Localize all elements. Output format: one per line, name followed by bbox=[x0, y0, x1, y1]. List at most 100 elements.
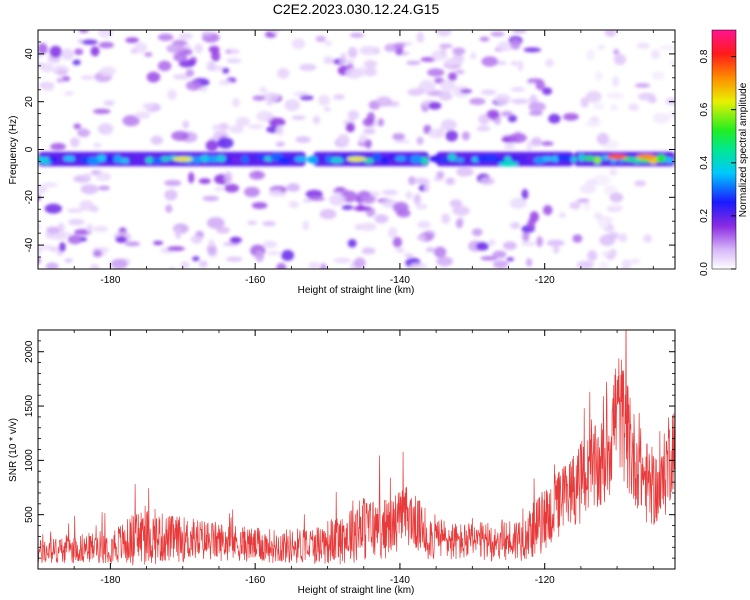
noise-blob bbox=[255, 250, 265, 262]
noise-blob bbox=[98, 41, 115, 49]
noise-blob bbox=[406, 60, 421, 66]
noise-blob bbox=[144, 52, 153, 57]
noise-blob bbox=[392, 43, 406, 48]
colorbar-tick-label: 0.2 bbox=[699, 209, 710, 223]
noise-blob bbox=[302, 198, 311, 203]
noise-blob bbox=[103, 100, 115, 106]
signal-band-cell bbox=[225, 156, 233, 164]
signal-band-cell bbox=[105, 156, 115, 162]
noise-blob bbox=[480, 177, 495, 185]
noise-blob bbox=[528, 101, 546, 112]
noise-blob bbox=[226, 256, 243, 262]
noise-blob bbox=[584, 120, 602, 127]
signal-band-cell bbox=[421, 157, 428, 165]
noise-blob bbox=[243, 186, 260, 198]
signal-band-cell bbox=[557, 154, 570, 162]
noise-blob bbox=[345, 67, 363, 79]
noise-blob bbox=[235, 116, 251, 127]
noise-blob bbox=[72, 59, 81, 66]
noise-blob bbox=[312, 115, 321, 125]
noise-blob bbox=[579, 184, 596, 194]
snr-y-axis: 500 1000 1500 2000 bbox=[24, 329, 675, 559]
noise-blob bbox=[216, 226, 230, 234]
noise-blob bbox=[359, 45, 376, 56]
signal-band-cell bbox=[278, 156, 292, 165]
signal-band-cell bbox=[542, 156, 553, 161]
noise-blob bbox=[198, 178, 211, 185]
noise-blob bbox=[481, 56, 499, 67]
x-tick-label: -180 bbox=[100, 575, 120, 586]
noise-blob bbox=[99, 66, 117, 77]
colorbar-tick-label: 0.6 bbox=[699, 102, 710, 116]
noise-blob bbox=[202, 195, 219, 202]
noise-blob bbox=[299, 63, 317, 71]
noise-blob bbox=[224, 183, 240, 193]
noise-blob bbox=[308, 262, 320, 269]
signal-band-cell bbox=[447, 154, 457, 161]
colorbar-tick-label: 0.8 bbox=[699, 49, 710, 63]
signal-band-cell bbox=[388, 154, 398, 161]
signal-band-cell bbox=[330, 157, 344, 164]
noise-blob bbox=[308, 196, 326, 201]
noise-blob bbox=[436, 30, 452, 37]
noise-blob bbox=[428, 101, 442, 110]
noise-blob bbox=[291, 115, 306, 120]
signal-band-cell bbox=[288, 155, 297, 162]
noise-blob bbox=[268, 190, 284, 197]
noise-blob bbox=[167, 89, 177, 101]
noise-blob bbox=[229, 125, 244, 134]
noise-blob bbox=[364, 139, 372, 149]
noise-blob bbox=[205, 139, 219, 152]
signal-band-cell bbox=[134, 156, 149, 164]
noise-blob bbox=[251, 202, 268, 209]
noise-blob bbox=[93, 108, 111, 114]
noise-blob bbox=[392, 236, 403, 248]
noise-blob bbox=[606, 92, 625, 100]
signal-band-cell bbox=[294, 156, 308, 162]
noise-blob bbox=[503, 241, 517, 250]
noise-blob bbox=[67, 234, 83, 245]
noise-blob bbox=[194, 43, 204, 54]
signal-band-cell bbox=[192, 156, 202, 164]
noise-blob bbox=[506, 257, 515, 262]
noise-blob bbox=[275, 141, 286, 147]
noise-blob bbox=[295, 136, 311, 144]
noise-blob bbox=[407, 88, 426, 95]
signal-band-cell bbox=[200, 155, 211, 163]
noise-blob bbox=[427, 68, 445, 77]
noise-blob bbox=[377, 118, 384, 127]
noise-blob bbox=[320, 263, 327, 269]
x-tick-label: -120 bbox=[535, 575, 555, 586]
noise-blob bbox=[353, 205, 372, 212]
noise-blob bbox=[247, 220, 258, 225]
noise-blob bbox=[476, 125, 491, 132]
noise-blob bbox=[95, 172, 112, 182]
noise-blob bbox=[416, 220, 431, 229]
noise-blob bbox=[634, 180, 647, 187]
noise-blob bbox=[299, 95, 314, 101]
noise-blob bbox=[413, 193, 422, 205]
noise-blob bbox=[478, 113, 490, 125]
noise-blob bbox=[41, 182, 59, 187]
noise-blob bbox=[609, 192, 624, 203]
noise-blob bbox=[341, 205, 354, 210]
noise-blob bbox=[416, 235, 427, 241]
noise-blob bbox=[428, 128, 444, 139]
noise-blob bbox=[211, 50, 221, 62]
noise-blob bbox=[284, 99, 301, 112]
noise-blob bbox=[90, 205, 99, 213]
x-tick-label: -160 bbox=[245, 575, 265, 586]
noise-blob bbox=[40, 62, 54, 73]
noise-blob bbox=[305, 189, 323, 199]
noise-blob bbox=[395, 247, 405, 253]
noise-blob bbox=[431, 49, 448, 61]
noise-blob bbox=[266, 251, 282, 256]
noise-blob bbox=[580, 97, 589, 108]
noise-blob bbox=[634, 83, 651, 88]
noise-blob bbox=[441, 213, 451, 224]
spectrogram-x-axis: -180 -160 -140 -120 bbox=[37, 30, 654, 286]
noise-blob bbox=[358, 134, 368, 144]
colorbar-tick-label: 0.4 bbox=[699, 155, 710, 169]
signal-band-cell bbox=[655, 154, 667, 163]
noise-blob bbox=[50, 142, 66, 151]
